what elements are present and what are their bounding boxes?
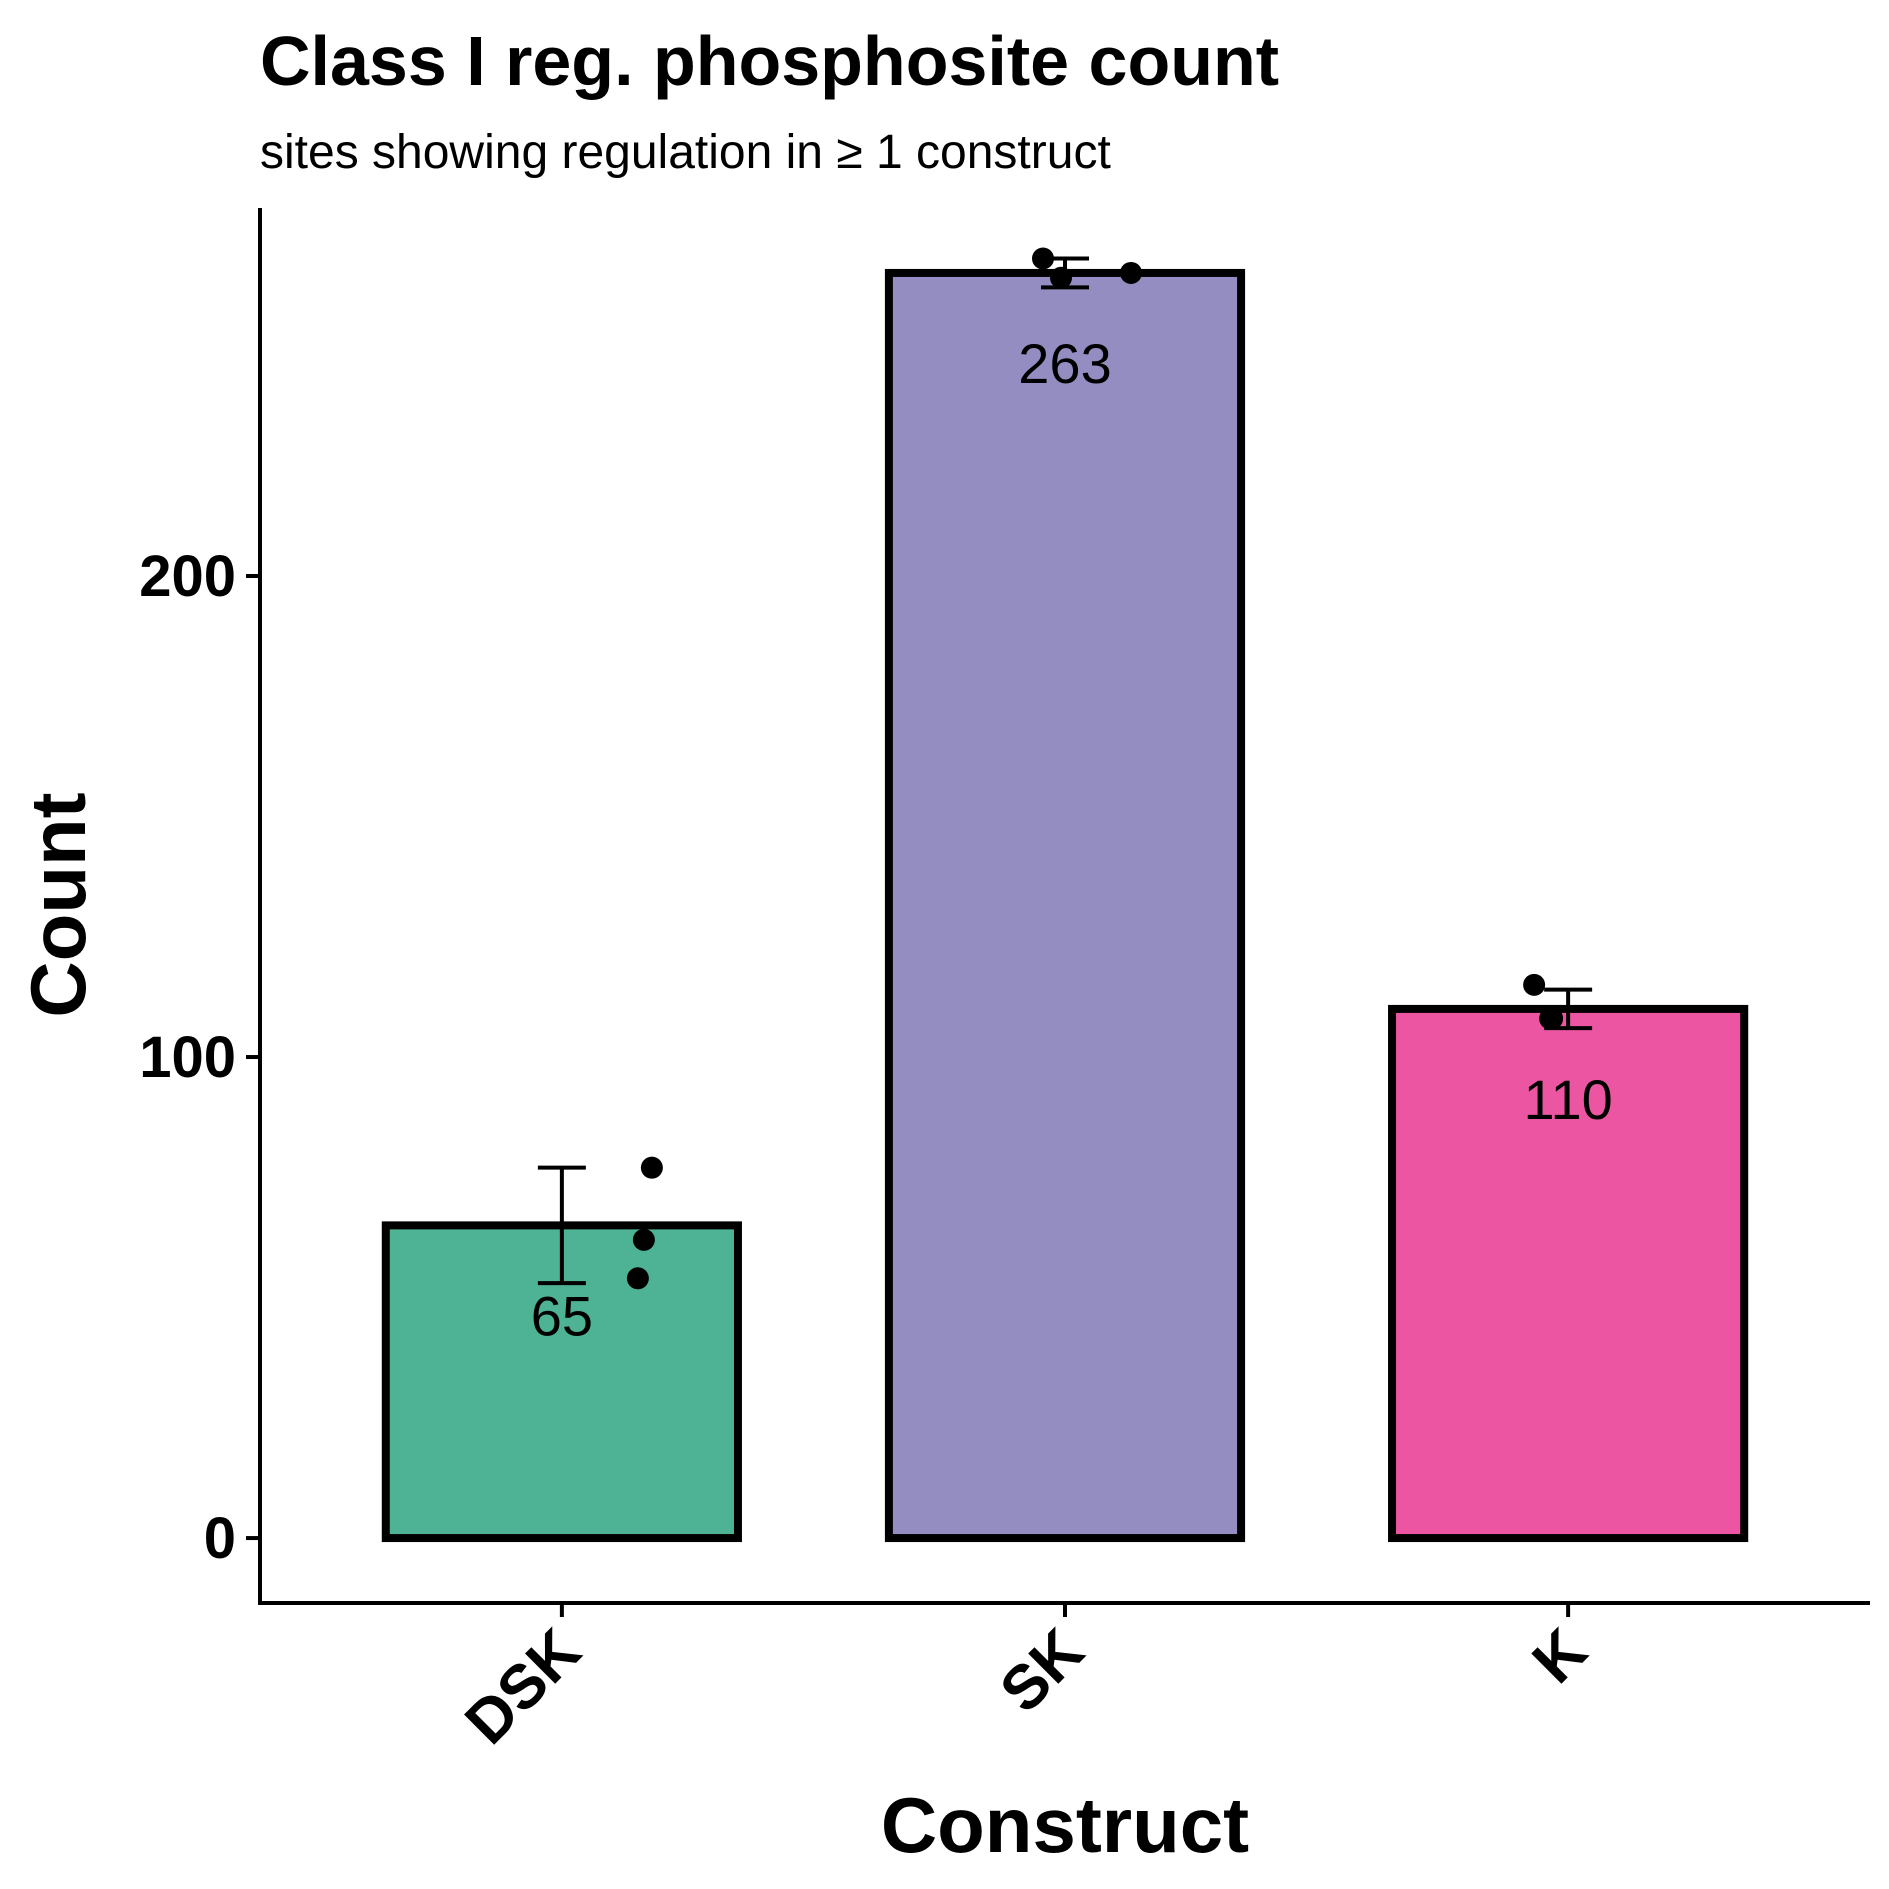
y-tick-label: 200 — [139, 544, 236, 609]
x-tick-label: K — [1520, 1616, 1601, 1697]
data-point-dsk — [632, 1228, 655, 1251]
data-point-k — [1541, 1007, 1564, 1030]
data-point-sk — [1120, 261, 1142, 284]
x-axis-label: Construct — [881, 1781, 1249, 1869]
data-point-sk — [1050, 266, 1072, 289]
chart-subtitle: sites showing regulation in ≥ 1 construc… — [260, 126, 1111, 179]
data-label-sk: 263 — [1018, 332, 1111, 395]
data-point-k — [1523, 973, 1546, 996]
data-label-dsk: 65 — [531, 1284, 593, 1347]
data-label-k: 110 — [1523, 1068, 1612, 1131]
x-tick-label: SK — [987, 1616, 1097, 1726]
plot-area: 65 263 110 — [381, 247, 1749, 1543]
chart-title: Class I reg. phosphosite count — [260, 22, 1279, 100]
bar-k — [1388, 1004, 1749, 1543]
y-axis-label: Count — [14, 792, 102, 1017]
y-axis: 0 100 200 — [139, 544, 260, 1571]
x-tick-label: DSK — [452, 1616, 594, 1758]
bar-sk — [884, 268, 1246, 1543]
data-point-sk — [1032, 247, 1054, 270]
y-tick-label: 0 — [204, 1506, 236, 1571]
x-axis: DSK SK K — [452, 1603, 1600, 1757]
data-point-dsk — [626, 1267, 649, 1290]
y-tick-label: 100 — [139, 1025, 236, 1090]
data-point-dsk — [640, 1156, 663, 1179]
